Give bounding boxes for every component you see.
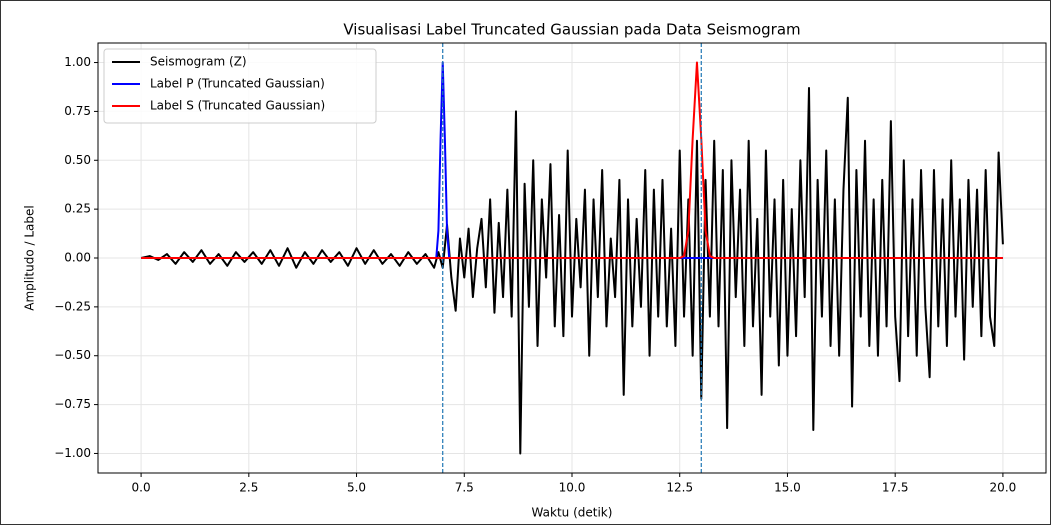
y-tick-label: 0.00 bbox=[64, 251, 91, 265]
y-axis-label: Amplitudo / Label bbox=[23, 205, 37, 311]
x-tick-label: 0.0 bbox=[132, 481, 151, 495]
axes-border bbox=[97, 42, 1047, 474]
x-tick-label: 10.0 bbox=[559, 481, 586, 495]
y-tick-label: −0.75 bbox=[54, 397, 91, 411]
x-tick-label: 17.5 bbox=[882, 481, 909, 495]
y-tick-label: −1.00 bbox=[54, 446, 91, 460]
series-line bbox=[140, 86, 1004, 455]
series-line bbox=[141, 61, 1003, 259]
y-tick-label: −0.50 bbox=[54, 348, 91, 362]
y-tick-label: 0.75 bbox=[64, 104, 91, 118]
y-tick-label: 1.00 bbox=[64, 55, 91, 69]
y-tick-label: −0.25 bbox=[54, 299, 91, 313]
x-tick-label: 15.0 bbox=[774, 481, 801, 495]
legend-box bbox=[103, 48, 377, 124]
x-tick-label: 20.0 bbox=[990, 481, 1017, 495]
legend-label: Label P (Truncated Gaussian) bbox=[150, 77, 325, 91]
x-tick-label: 2.5 bbox=[239, 481, 258, 495]
x-tick-label: 5.0 bbox=[347, 481, 366, 495]
legend-label: Seismogram (Z) bbox=[150, 55, 247, 69]
x-tick-label: 12.5 bbox=[666, 481, 693, 495]
x-tick-label: 7.5 bbox=[455, 481, 474, 495]
x-axis-label: Waktu (detik) bbox=[532, 506, 613, 520]
chart-title: Visualisasi Label Truncated Gaussian pad… bbox=[343, 21, 800, 39]
y-tick-label: 0.50 bbox=[64, 153, 91, 167]
legend-label: Label S (Truncated Gaussian) bbox=[150, 99, 325, 113]
y-tick-label: 0.25 bbox=[64, 202, 91, 216]
